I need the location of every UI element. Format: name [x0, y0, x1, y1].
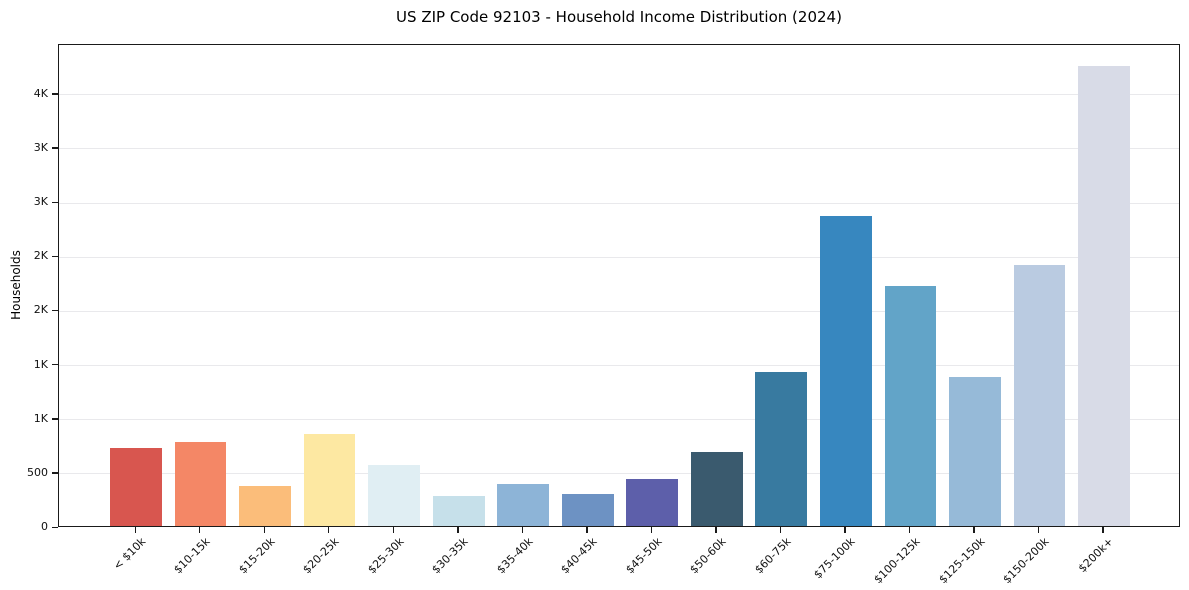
gridline	[59, 419, 1179, 421]
y-tick-label: 3K	[33, 140, 48, 154]
chart-title: US ZIP Code 92103 - Household Income Dis…	[396, 8, 842, 26]
bar-4	[303, 433, 356, 526]
gridline	[59, 473, 1179, 475]
x-tick-label: $35-40k	[494, 535, 536, 577]
gridline	[59, 310, 1179, 312]
y-tick-label: 1K	[33, 357, 48, 371]
bar-9	[626, 479, 679, 526]
bar-12	[819, 216, 872, 526]
bar-15	[1013, 265, 1066, 526]
x-tick-mark	[973, 527, 975, 533]
x-tick-label: $100-125k	[871, 535, 923, 587]
x-tick-label: $40-45k	[558, 535, 600, 577]
x-tick-mark	[263, 527, 265, 533]
plot-area	[58, 44, 1180, 527]
x-tick-mark	[715, 527, 717, 533]
bar-5	[368, 465, 420, 526]
bar-16	[1078, 65, 1130, 526]
x-tick-mark	[1102, 527, 1104, 533]
y-tick-mark	[52, 526, 58, 528]
y-tick-mark	[52, 418, 58, 420]
bar-7	[497, 483, 550, 526]
y-tick-label: 1K	[33, 411, 48, 425]
x-tick-mark	[908, 527, 911, 533]
y-tick-label: 2K	[33, 303, 48, 317]
y-tick-mark	[52, 309, 58, 312]
y-tick-label: 4K	[33, 86, 48, 100]
x-tick-mark	[134, 527, 136, 533]
x-tick-mark	[392, 527, 394, 533]
y-tick-mark	[52, 255, 58, 258]
x-tick-mark	[650, 527, 653, 533]
y-tick-mark	[52, 147, 58, 149]
gridline	[59, 365, 1179, 367]
x-tick-mark	[586, 527, 588, 533]
x-tick-mark	[779, 527, 782, 533]
bar-3	[239, 485, 291, 526]
x-tick-mark	[844, 527, 846, 533]
x-tick-mark	[457, 527, 459, 533]
x-tick-mark	[199, 527, 201, 533]
y-tick-label: 0	[41, 520, 48, 533]
x-tick-label: $50-60k	[687, 535, 729, 577]
x-tick-label: $30-35k	[429, 535, 471, 577]
x-tick-label: $45-50k	[623, 535, 665, 577]
x-tick-mark	[1037, 527, 1040, 533]
x-tick-mark	[328, 527, 330, 533]
bar-1	[110, 448, 162, 526]
bar-13	[884, 285, 937, 526]
x-tick-mark	[521, 527, 524, 533]
x-tick-label: $200k+	[1076, 535, 1117, 576]
gridline	[59, 256, 1179, 258]
y-tick-mark	[52, 201, 58, 203]
x-tick-label: $15-20k	[236, 535, 278, 577]
bar-10	[690, 452, 743, 526]
bar-2	[174, 441, 227, 526]
x-tick-label: $10-15k	[171, 535, 213, 577]
y-tick-mark	[52, 472, 58, 474]
bar-11	[755, 372, 808, 526]
x-tick-label: $150-200k	[1000, 535, 1052, 587]
gridline	[59, 148, 1179, 150]
x-tick-label: $75-100k	[811, 535, 859, 582]
y-tick-mark	[52, 364, 58, 366]
bar-8	[561, 493, 614, 526]
bar-6	[432, 495, 485, 526]
bar-14	[949, 376, 1001, 526]
x-tick-label: < $10k	[110, 535, 149, 573]
x-tick-label: $125-150k	[935, 535, 988, 587]
x-tick-label: $25-30k	[365, 535, 407, 577]
y-tick-label: 2K	[33, 249, 48, 263]
y-tick-label: 3K	[33, 195, 48, 209]
gridline	[59, 94, 1179, 96]
gridline	[59, 202, 1179, 204]
y-tick-label: 500	[27, 465, 48, 479]
x-tick-label: $60-75k	[752, 535, 794, 577]
y-tick-mark	[52, 93, 58, 95]
x-tick-label: $20-25k	[300, 535, 342, 577]
